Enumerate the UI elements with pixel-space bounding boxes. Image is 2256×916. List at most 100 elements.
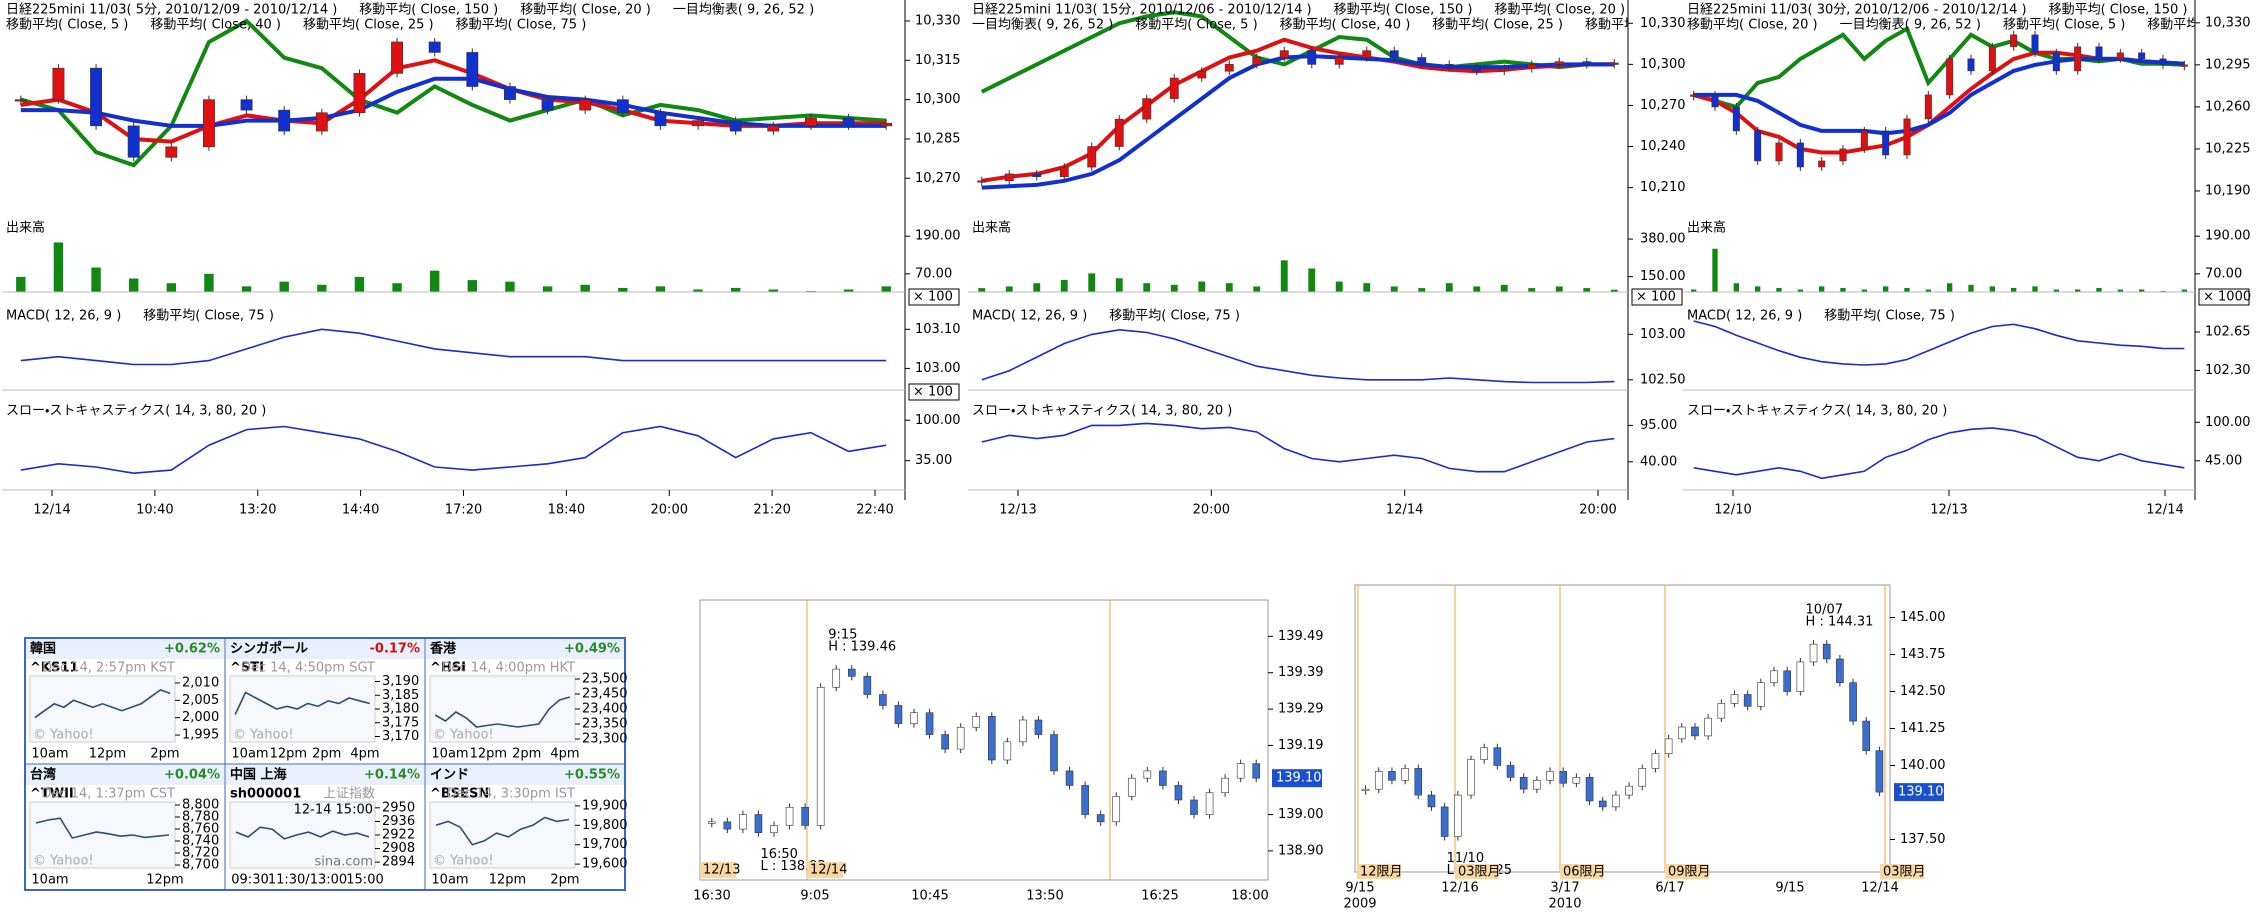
mult-box xyxy=(2198,288,2250,306)
volume-bar xyxy=(2075,289,2081,292)
candle xyxy=(1197,70,1207,79)
volume-bar xyxy=(392,283,402,292)
candle xyxy=(692,120,705,127)
stoch-line xyxy=(1693,427,2185,480)
market-change: +0.55% xyxy=(564,768,620,783)
x-tick-label: 9:05 xyxy=(800,889,829,904)
candle xyxy=(1174,785,1183,801)
volume-bar xyxy=(16,276,26,292)
ticker: ^TWII xyxy=(30,787,74,802)
cell-header xyxy=(26,639,224,659)
volume-bar xyxy=(1712,248,1718,292)
tick-label: 8,800 xyxy=(182,798,219,813)
candle xyxy=(1677,726,1686,740)
tick-label: 19,700 xyxy=(582,837,628,852)
tick-label: 380.00 xyxy=(1640,232,1686,247)
candle xyxy=(2116,52,2124,60)
tick-label: 8,740 xyxy=(182,834,219,849)
candle xyxy=(1533,779,1541,790)
x-tick-label: 10am xyxy=(431,747,468,762)
tick-label: 150.00 xyxy=(1640,269,1686,284)
candle xyxy=(2095,46,2103,60)
candle xyxy=(1034,719,1043,735)
volume-bar xyxy=(2117,289,2123,292)
tick-label: 10,270 xyxy=(1640,98,1686,113)
tick-label: 8,760 xyxy=(182,822,219,837)
candle xyxy=(1096,814,1105,823)
market-change: +0.04% xyxy=(164,768,220,783)
x-tick-label: 12/13 xyxy=(999,503,1036,518)
candle xyxy=(1809,643,1818,663)
candle xyxy=(1480,747,1488,760)
candle xyxy=(987,716,996,761)
volume-bar xyxy=(1797,289,1803,292)
x-tick-label: 10am xyxy=(231,747,268,762)
volume-bar xyxy=(2011,287,2017,292)
candle xyxy=(2159,58,2167,66)
candle xyxy=(1690,94,1698,97)
contract-box xyxy=(1560,864,1604,879)
tick-label: 23,400 xyxy=(582,702,628,717)
candle xyxy=(1087,146,1097,168)
tick-label: 103.00 xyxy=(1640,327,1686,342)
x-tick-label: 13:50 xyxy=(1026,889,1063,904)
x-tick-label: 12pm xyxy=(470,747,507,762)
candle xyxy=(1822,643,1831,660)
macd-line xyxy=(20,328,887,366)
volume-bar xyxy=(655,286,666,292)
x-tick-label: 2pm xyxy=(550,873,579,888)
mini-plot xyxy=(29,675,176,743)
panel-label: 出来高 xyxy=(972,220,1011,236)
candle xyxy=(466,52,479,87)
candle xyxy=(127,125,140,158)
candle xyxy=(925,712,934,735)
candle xyxy=(1019,719,1027,743)
candle xyxy=(391,41,404,74)
x-tick-label: 17:20 xyxy=(445,503,482,518)
candle xyxy=(1389,50,1399,58)
tick-label: 45.00 xyxy=(2205,453,2242,468)
tick-label: 190.00 xyxy=(915,229,961,244)
x-tick-label: 2pm xyxy=(512,747,541,762)
volume-bar xyxy=(1390,286,1398,292)
candle xyxy=(1493,747,1502,766)
candle xyxy=(1775,142,1783,162)
volume-bar xyxy=(279,281,289,292)
volume-bar xyxy=(1143,283,1151,292)
panel-label: MACD( 12, 26, 9 ) xyxy=(1687,309,1802,324)
candle xyxy=(428,41,441,53)
candle xyxy=(1924,94,1932,120)
candle xyxy=(1818,160,1826,168)
volume-bar xyxy=(1989,286,1995,292)
tick-label: 3,190 xyxy=(382,674,419,689)
low-note: 11/10 xyxy=(1447,851,1484,866)
panel: 日経225mini 11/03( 30分, 2010/12/06 - 2010/… xyxy=(1687,3,2195,480)
tick-label: 139.49 xyxy=(1278,629,1324,644)
volume-bar xyxy=(166,283,177,292)
tick-label: 10,260 xyxy=(2205,99,2251,114)
tick-label: 10,225 xyxy=(2205,141,2251,156)
volume-bar xyxy=(1308,268,1316,292)
cell xyxy=(424,763,626,891)
candle xyxy=(1717,703,1726,719)
x-tick-label: 12/14 xyxy=(33,503,70,518)
volume-bar xyxy=(1445,283,1453,292)
volume-bar xyxy=(1280,260,1288,292)
last-price-box xyxy=(1894,783,1944,802)
candle xyxy=(2010,34,2018,48)
candle xyxy=(1796,661,1805,692)
market-name: 中国 上海 xyxy=(230,767,287,783)
market-change: +0.14% xyxy=(364,768,420,783)
market-change: +0.49% xyxy=(564,642,620,657)
stoch-line xyxy=(981,422,1615,473)
candle xyxy=(90,67,103,127)
mult-box xyxy=(908,288,960,306)
tick-label: 2,000 xyxy=(182,710,219,725)
panel-label: MACD( 12, 26, 9 ) xyxy=(6,309,121,324)
candle xyxy=(1638,768,1647,787)
contract-label: 06限月 xyxy=(1563,865,1606,880)
tick-label: 19,600 xyxy=(582,857,628,872)
panel-label: スロー・ストキャスティクス( 14, 3, 80, 20 ) xyxy=(972,404,1232,419)
candle xyxy=(1770,670,1778,683)
